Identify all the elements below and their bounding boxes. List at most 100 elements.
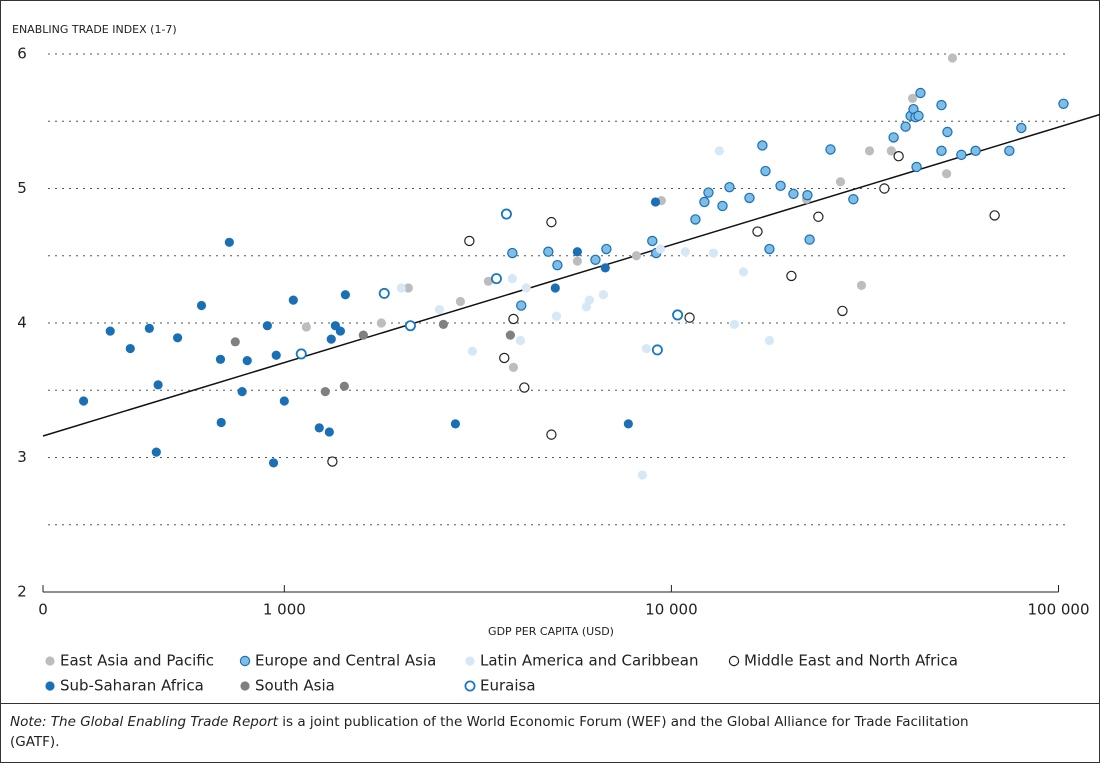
note-text: is a joint publication of the World Econ… bbox=[10, 714, 969, 750]
point bbox=[647, 235, 658, 247]
x-tick-label: 10 000 bbox=[645, 601, 698, 619]
point bbox=[956, 149, 967, 161]
point bbox=[262, 321, 272, 331]
point bbox=[947, 53, 958, 63]
point bbox=[499, 352, 510, 364]
x-tick-label: 0 bbox=[38, 601, 48, 619]
point bbox=[637, 470, 647, 480]
point bbox=[78, 396, 89, 406]
y-tick-label: 3 bbox=[17, 448, 27, 466]
point bbox=[320, 386, 330, 397]
point bbox=[764, 243, 775, 255]
point bbox=[438, 319, 448, 329]
point bbox=[989, 210, 1000, 221]
point bbox=[507, 274, 517, 284]
point bbox=[788, 188, 799, 200]
point bbox=[215, 354, 226, 364]
point bbox=[326, 334, 336, 344]
y-axis-label: ENABLING TRADE INDEX (1-7) bbox=[12, 23, 177, 36]
point bbox=[684, 312, 695, 323]
point bbox=[598, 290, 608, 300]
point bbox=[396, 283, 406, 293]
point bbox=[600, 263, 610, 273]
point bbox=[717, 200, 728, 212]
point bbox=[714, 146, 724, 156]
point bbox=[913, 110, 924, 122]
point bbox=[601, 243, 612, 255]
point bbox=[340, 290, 350, 300]
point bbox=[631, 251, 642, 261]
point bbox=[584, 295, 594, 305]
point bbox=[144, 323, 154, 333]
point bbox=[757, 140, 768, 151]
point bbox=[802, 190, 813, 201]
point bbox=[314, 423, 324, 433]
legend-label: Europe and Central Asia bbox=[255, 652, 436, 670]
point bbox=[942, 169, 952, 179]
point bbox=[301, 322, 311, 332]
point bbox=[216, 417, 226, 428]
legend-label: South Asia bbox=[255, 677, 335, 695]
point bbox=[376, 318, 386, 328]
legend-label: Middle East and North Africa bbox=[744, 652, 958, 670]
y-tick-label: 4 bbox=[17, 314, 27, 332]
point bbox=[483, 276, 494, 286]
point bbox=[856, 280, 867, 290]
point bbox=[848, 194, 859, 205]
point bbox=[886, 146, 896, 156]
point bbox=[358, 330, 368, 340]
point bbox=[888, 132, 899, 143]
point bbox=[551, 311, 562, 321]
point bbox=[519, 382, 530, 393]
point bbox=[729, 319, 739, 329]
legend-marker bbox=[45, 681, 55, 691]
point bbox=[590, 254, 601, 265]
point bbox=[550, 283, 560, 293]
point bbox=[970, 145, 981, 157]
point bbox=[936, 145, 947, 157]
y-tick-label: 5 bbox=[17, 179, 27, 197]
point bbox=[378, 287, 390, 299]
point bbox=[672, 309, 684, 321]
point bbox=[490, 273, 502, 285]
point bbox=[837, 305, 848, 317]
point bbox=[339, 381, 349, 391]
legend-label: East Asia and Pacific bbox=[60, 652, 214, 670]
legend-marker bbox=[464, 680, 476, 692]
point bbox=[879, 183, 890, 194]
point bbox=[893, 151, 904, 162]
point bbox=[911, 161, 922, 173]
point bbox=[699, 196, 710, 208]
point bbox=[942, 126, 953, 138]
point bbox=[295, 348, 307, 360]
point bbox=[288, 295, 298, 305]
point bbox=[153, 380, 163, 390]
point bbox=[744, 192, 755, 204]
legend-label: Sub-Saharan Africa bbox=[60, 677, 204, 695]
point bbox=[335, 326, 346, 336]
point bbox=[125, 343, 135, 354]
point bbox=[507, 247, 518, 259]
legend-marker bbox=[239, 655, 251, 667]
point bbox=[752, 226, 763, 237]
point bbox=[651, 344, 663, 356]
point bbox=[508, 313, 519, 325]
point bbox=[907, 93, 918, 103]
point bbox=[327, 456, 338, 467]
note: Note: The Global Enabling Trade Report i… bbox=[10, 712, 1010, 752]
legend-label: Latin America and Caribbean bbox=[480, 652, 698, 670]
point bbox=[515, 335, 526, 346]
point bbox=[151, 447, 161, 457]
point bbox=[324, 427, 334, 437]
point bbox=[760, 165, 771, 177]
point bbox=[813, 211, 824, 222]
point bbox=[450, 419, 461, 429]
note-title: Note: The Global Enabling Trade Report bbox=[10, 714, 278, 730]
point bbox=[708, 248, 719, 258]
point bbox=[775, 180, 786, 192]
point bbox=[1004, 145, 1015, 157]
point bbox=[105, 326, 115, 336]
x-tick-label: 1 000 bbox=[263, 601, 306, 619]
